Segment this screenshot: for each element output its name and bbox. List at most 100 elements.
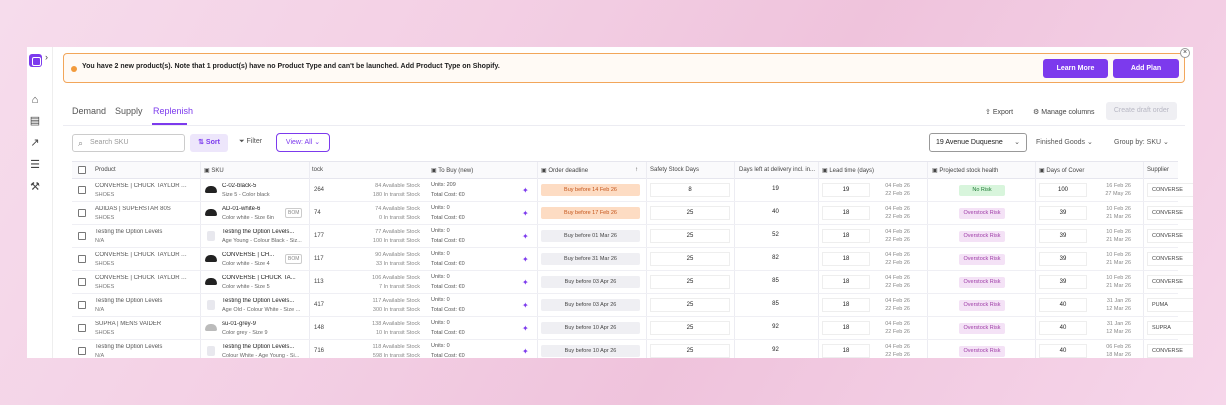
col-sku[interactable]: ▣ SKU: [204, 167, 224, 174]
document-icon[interactable]: ▤: [29, 115, 41, 127]
supplier-select[interactable]: CONVERSE: [1147, 344, 1193, 358]
safety-stock-days-input[interactable]: 25: [650, 298, 730, 312]
supplier-select[interactable]: SUPRA: [1147, 321, 1193, 335]
row-checkbox[interactable]: [78, 278, 86, 286]
table-row[interactable]: Testing the Option Levels N/A Testing the …: [72, 294, 1193, 317]
product-name[interactable]: CONVERSE | CHUCK TAYLOR AL...: [95, 183, 190, 189]
safety-stock-days-input[interactable]: 25: [650, 252, 730, 266]
lead-time-input[interactable]: 18: [822, 206, 870, 220]
row-checkbox[interactable]: [78, 255, 86, 263]
app-logo[interactable]: [29, 54, 42, 67]
sparkle-icon[interactable]: ✦: [522, 255, 529, 264]
supplier-select[interactable]: CONVERSE: [1147, 252, 1193, 266]
table-row[interactable]: Testing the Option Levels N/A Testing the …: [72, 225, 1193, 248]
select-all-checkbox[interactable]: [78, 166, 86, 174]
lead-time-input[interactable]: 18: [822, 321, 870, 335]
close-icon[interactable]: ×: [1180, 48, 1190, 58]
supplier-select[interactable]: CONVERSE: [1147, 183, 1193, 197]
sparkle-icon[interactable]: ✦: [522, 301, 529, 310]
product-name[interactable]: SUPRA | MENS VAIDER: [95, 321, 162, 327]
supplier-select[interactable]: PUMA: [1147, 298, 1193, 312]
lead-time-input[interactable]: 18: [822, 275, 870, 289]
safety-stock-days-input[interactable]: 25: [650, 275, 730, 289]
row-checkbox[interactable]: [78, 324, 86, 332]
sparkle-icon[interactable]: ✦: [522, 324, 529, 333]
col-deadline[interactable]: ▣ Order deadline ↑: [541, 167, 638, 174]
sparkle-icon[interactable]: ✦: [522, 278, 529, 287]
days-of-cover-input[interactable]: 40: [1039, 298, 1087, 312]
location-select[interactable]: 19 Avenue Duquesne ⌄: [929, 133, 1027, 152]
days-of-cover-input[interactable]: 100: [1039, 183, 1087, 197]
supplier-select[interactable]: CONVERSE: [1147, 229, 1193, 243]
home-icon[interactable]: ⌂: [31, 94, 39, 106]
lead-time-input[interactable]: 18: [822, 298, 870, 312]
col-stock[interactable]: tock: [312, 167, 324, 173]
col-cover[interactable]: ▣ Days of Cover: [1039, 167, 1084, 174]
supplier-select[interactable]: CONVERSE: [1147, 275, 1193, 289]
learn-more-button[interactable]: Learn More: [1043, 59, 1108, 78]
export-button[interactable]: ⇪ Export: [985, 108, 1013, 116]
days-of-cover-input[interactable]: 39: [1039, 229, 1087, 243]
table-row[interactable]: SUPRA | MENS VAIDER SHOES su-01-grey-9 Colo…: [72, 317, 1193, 340]
row-checkbox[interactable]: [78, 209, 86, 217]
tab-supply[interactable]: Supply: [115, 106, 143, 116]
lead-time-input[interactable]: 19: [822, 183, 870, 197]
sku-name[interactable]: C-02-black-5: [222, 183, 257, 189]
table-row[interactable]: ADIDAS | SUPERSTAR 80S SHOES AD-01-white-6…: [72, 202, 1193, 225]
search-input[interactable]: Search SKU: [90, 139, 129, 146]
sku-name[interactable]: Testing the Option Levels...: [222, 229, 295, 235]
sku-name[interactable]: CONVERSE | CHUCK TA...: [222, 275, 296, 281]
product-name[interactable]: Testing the Option Levels: [95, 298, 163, 304]
trend-icon[interactable]: ↗: [30, 137, 40, 149]
expand-chevron-icon[interactable]: ›: [45, 52, 48, 62]
row-checkbox[interactable]: [78, 347, 86, 355]
supplier-select[interactable]: CONVERSE: [1147, 206, 1193, 220]
table-row[interactable]: CONVERSE | CHUCK TAYLOR AL... SHOES CONVER…: [72, 271, 1193, 294]
safety-stock-days-input[interactable]: 25: [650, 229, 730, 243]
days-of-cover-input[interactable]: 39: [1039, 206, 1087, 220]
add-plan-button[interactable]: Add Plan: [1113, 59, 1179, 78]
product-name[interactable]: Testing the Option Levels: [95, 229, 163, 235]
sku-name[interactable]: Testing the Option Levels...: [222, 344, 295, 350]
tools-icon[interactable]: ⚒: [30, 181, 40, 193]
manage-columns-button[interactable]: ⚙ Manage columns: [1033, 108, 1095, 116]
create-draft-order-button[interactable]: Create draft order: [1106, 102, 1177, 120]
sparkle-icon[interactable]: ✦: [522, 186, 529, 195]
table-row[interactable]: CONVERSE | CHUCK TAYLOR AL... SHOES CONVER…: [72, 248, 1193, 271]
row-checkbox[interactable]: [78, 186, 86, 194]
product-name[interactable]: CONVERSE | CHUCK TAYLOR AL...: [95, 275, 190, 281]
col-lead-time[interactable]: ▣ Lead time (days): [822, 167, 874, 174]
safety-stock-days-input[interactable]: 8: [650, 183, 730, 197]
lead-time-input[interactable]: 18: [822, 344, 870, 358]
tab-demand[interactable]: Demand: [72, 106, 107, 116]
row-checkbox[interactable]: [78, 301, 86, 309]
col-health[interactable]: ▣ Projected stock health: [932, 167, 998, 174]
lead-time-input[interactable]: 18: [822, 229, 870, 243]
search-box[interactable]: ⌕ Search SKU: [72, 134, 185, 152]
lead-time-input[interactable]: 18: [822, 252, 870, 266]
table-row[interactable]: Testing the Option Levels N/A Testing the …: [72, 340, 1193, 358]
days-of-cover-input[interactable]: 40: [1039, 344, 1087, 358]
sku-name[interactable]: su-01-grey-9: [222, 321, 257, 327]
col-supplier[interactable]: Supplier: [1147, 167, 1170, 173]
safety-stock-days-input[interactable]: 25: [650, 344, 730, 358]
view-select[interactable]: View: All ⌄: [276, 133, 330, 152]
sparkle-icon[interactable]: ✦: [522, 347, 529, 356]
product-name[interactable]: CONVERSE | CHUCK TAYLOR AL...: [95, 252, 190, 258]
product-name[interactable]: Testing the Option Levels: [95, 344, 163, 350]
col-product[interactable]: Product: [95, 167, 116, 173]
col-ss-days[interactable]: Safety Stock Days: [650, 167, 700, 173]
sparkle-icon[interactable]: ✦: [522, 232, 529, 241]
col-days-left[interactable]: Days left at delivery incl. in...: [739, 167, 816, 173]
days-of-cover-input[interactable]: 39: [1039, 275, 1087, 289]
filter-button[interactable]: ⏷ Filter: [239, 138, 262, 146]
safety-stock-days-input[interactable]: 25: [650, 321, 730, 335]
col-to-buy[interactable]: ▣ To Buy (new): [431, 167, 473, 174]
group-by-select[interactable]: Group by: SKU ⌄: [1114, 138, 1169, 146]
safety-stock-days-input[interactable]: 25: [650, 206, 730, 220]
sparkle-icon[interactable]: ✦: [522, 209, 529, 218]
days-of-cover-input[interactable]: 40: [1039, 321, 1087, 335]
days-of-cover-input[interactable]: 39: [1039, 252, 1087, 266]
goods-select[interactable]: Finished Goods ⌄: [1036, 138, 1093, 146]
tab-replenish[interactable]: Replenish: [153, 106, 194, 116]
